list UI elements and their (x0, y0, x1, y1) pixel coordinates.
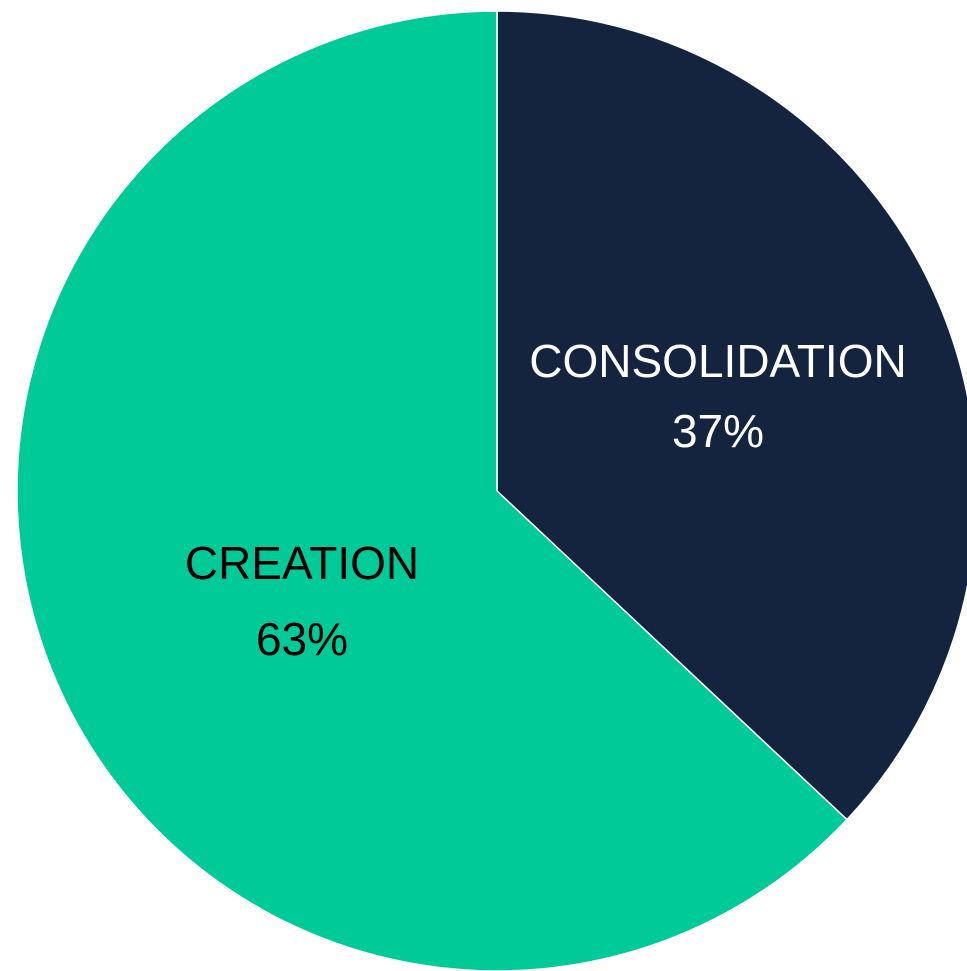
slice-value-consolidation: 37% (672, 405, 764, 457)
slice-value-creation: 63% (256, 613, 348, 665)
pie-slice-creation (16, 10, 848, 971)
pie-slice-consolidation (496, 10, 967, 821)
pie-slices (16, 10, 967, 971)
slice-label-creation: CREATION (185, 537, 419, 589)
pie-labels: CONSOLIDATION 37% CREATION 63% (185, 335, 907, 665)
slice-label-consolidation: CONSOLIDATION (529, 335, 906, 387)
